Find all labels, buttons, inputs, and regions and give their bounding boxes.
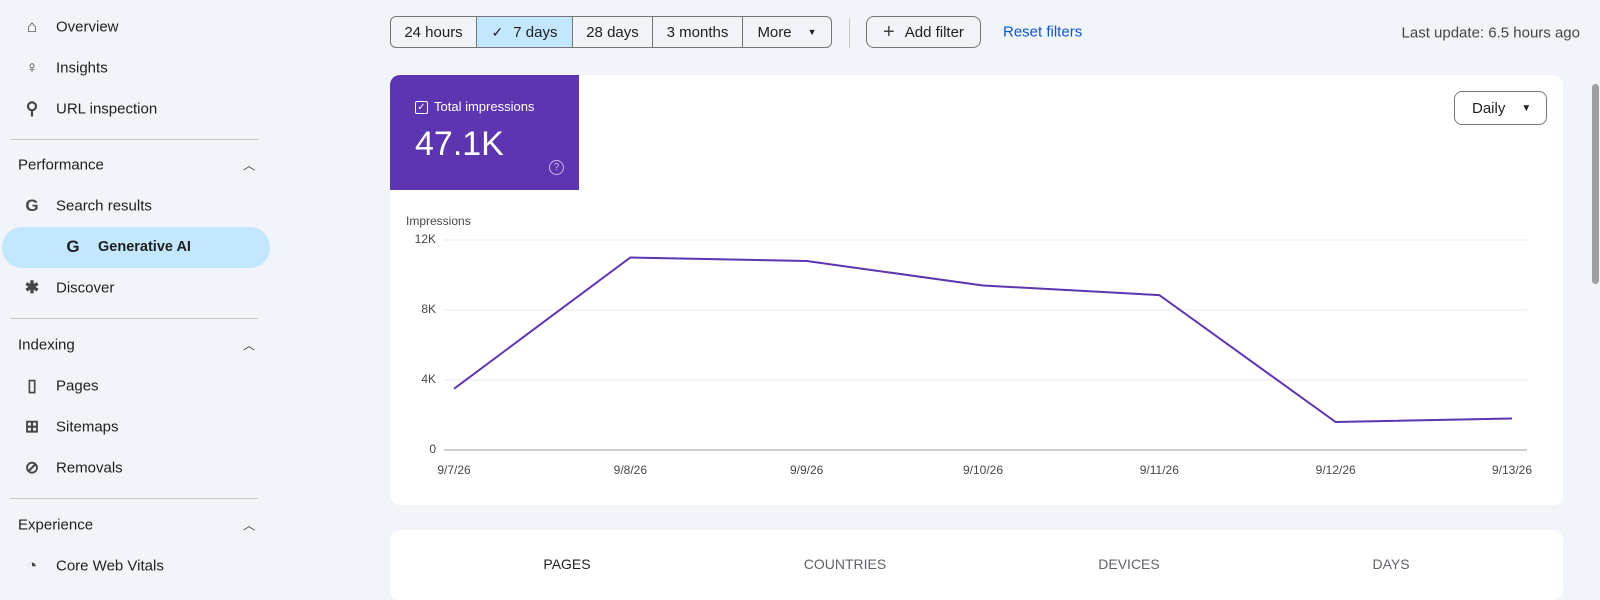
collapse-icon[interactable]: ︿ bbox=[243, 518, 256, 533]
nav-icon: ◔ bbox=[26, 556, 38, 575]
range-button[interactable]: 3 months bbox=[652, 16, 743, 48]
nav-icon: G bbox=[25, 196, 39, 215]
metric-checkbox[interactable]: ✓ bbox=[415, 101, 428, 114]
nav-item[interactable]: Sitemaps bbox=[56, 418, 119, 436]
tab[interactable]: PAGES bbox=[543, 556, 591, 572]
range-label: 28 days bbox=[586, 23, 639, 41]
range-button[interactable]: ✓ 7 days bbox=[476, 16, 573, 48]
nav-item[interactable]: Search results bbox=[56, 197, 152, 215]
nav-icon: ♀ bbox=[25, 58, 39, 77]
interval-label: Daily bbox=[1472, 99, 1506, 117]
range-button[interactable]: More ▼ bbox=[742, 16, 832, 48]
add-filter-button[interactable]: + Add filter bbox=[866, 16, 981, 48]
range-label: 3 months bbox=[666, 23, 729, 41]
section-header[interactable]: Indexing bbox=[18, 336, 75, 354]
reset-filters[interactable]: Reset filters bbox=[1003, 23, 1083, 41]
toolbar-divider bbox=[849, 18, 850, 48]
nav-item[interactable]: Discover bbox=[56, 279, 115, 297]
metric-card[interactable]: ✓ Total impressions 47.1K ? bbox=[390, 75, 579, 190]
nav-item[interactable]: Insights bbox=[56, 59, 108, 77]
tab[interactable]: COUNTRIES bbox=[803, 556, 887, 572]
nav-icon: ▯ bbox=[27, 376, 37, 395]
collapse-icon[interactable]: ︿ bbox=[243, 338, 256, 353]
dropdown-arrow: ▼ bbox=[1521, 102, 1532, 114]
scrollbar[interactable] bbox=[1590, 70, 1600, 588]
add-filter-label: Add filter bbox=[904, 23, 964, 41]
help-icon[interactable]: ? bbox=[549, 160, 564, 175]
nav-item[interactable]: Generative AI bbox=[98, 239, 191, 255]
nav-item[interactable]: Core Web Vitals bbox=[56, 557, 164, 575]
metric-value: 47.1K bbox=[415, 125, 504, 163]
section-header[interactable]: Experience bbox=[18, 516, 94, 534]
nav-icon: ⊞ bbox=[24, 417, 40, 436]
range-button[interactable]: 24 hours bbox=[390, 16, 477, 48]
nav-item[interactable]: URL inspection bbox=[56, 100, 158, 118]
nav-icon: ✱ bbox=[24, 278, 40, 297]
scroll-thumb[interactable] bbox=[1592, 84, 1599, 284]
metric-label: Total impressions bbox=[434, 99, 535, 114]
nav-item[interactable]: Pages bbox=[56, 377, 99, 395]
nav-icon: ⚲ bbox=[25, 99, 39, 118]
nav-item[interactable]: Removals bbox=[56, 459, 123, 477]
nav-divider bbox=[10, 139, 258, 140]
tab[interactable]: DEVICES bbox=[1098, 556, 1160, 572]
plus-icon: + bbox=[883, 20, 895, 43]
range-label: 7 days bbox=[513, 23, 558, 41]
section-header[interactable]: Performance bbox=[18, 156, 104, 174]
collapse-icon[interactable]: ︿ bbox=[243, 158, 256, 173]
dropdown-arrow: ▼ bbox=[807, 27, 817, 37]
nav-divider bbox=[10, 318, 258, 319]
range-label: More bbox=[757, 23, 792, 41]
nav-selected-bg bbox=[2, 227, 270, 268]
last-update: Last update: 6.5 hours ago bbox=[1401, 24, 1580, 42]
nav-divider bbox=[10, 498, 258, 499]
range-button[interactable]: 28 days bbox=[572, 16, 653, 48]
nav-item[interactable]: Overview bbox=[56, 18, 119, 36]
nav-icon: ⌂ bbox=[26, 17, 38, 36]
tab[interactable]: DAYS bbox=[1372, 556, 1410, 572]
nav-icon: G bbox=[66, 237, 80, 256]
interval-dropdown[interactable]: Daily ▼ bbox=[1454, 91, 1547, 125]
nav-icon: ⊘ bbox=[24, 458, 40, 477]
check-icon: ✓ bbox=[491, 23, 504, 40]
range-label: 24 hours bbox=[404, 23, 463, 41]
